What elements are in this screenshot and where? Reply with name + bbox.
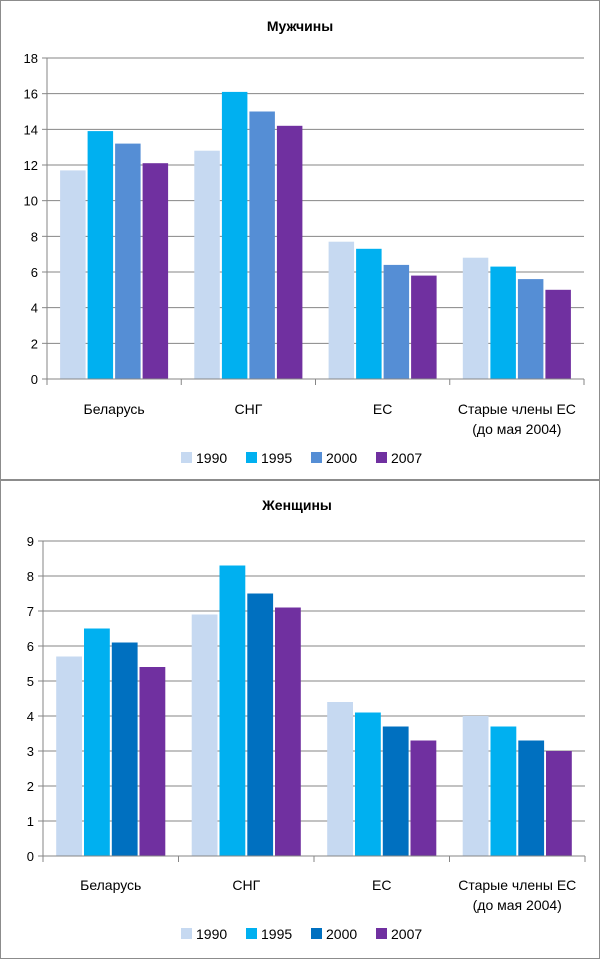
bar-1995 <box>356 248 382 379</box>
bar-1990 <box>328 241 355 379</box>
y-tick-label: 8 <box>27 569 34 584</box>
bar-1995 <box>355 712 381 856</box>
bar-2007 <box>275 607 301 856</box>
y-tick-label: 2 <box>31 336 38 351</box>
legend-swatch-1990 <box>181 452 192 463</box>
bar-1990 <box>191 614 218 856</box>
legend-swatch-2007 <box>376 928 387 939</box>
bar-2000 <box>115 143 141 379</box>
chart-title: Мужчины <box>267 18 333 34</box>
bar-2007 <box>142 163 169 379</box>
legend-swatch-2007 <box>376 452 387 463</box>
y-tick-label: 0 <box>31 372 38 387</box>
y-tick-label: 7 <box>27 604 34 619</box>
chart-women: Женщины 0 1 2 3 4 5 6 7 8 9 Беларусь СНГ ЕС Старые чл… <box>0 480 600 959</box>
x-category-label: Старые члены ЕС <box>458 877 576 893</box>
x-category-label: Беларусь <box>80 877 141 893</box>
bar-1995 <box>490 726 517 856</box>
bar-2000 <box>111 642 138 856</box>
legend-label-2000: 2000 <box>326 926 357 942</box>
legend-swatch-1995 <box>246 928 257 939</box>
y-tick-label: 9 <box>27 534 34 549</box>
y-tick-label: 3 <box>27 744 34 759</box>
chart-women-svg: Женщины 0 1 2 3 4 5 6 7 8 9 Беларусь СНГ ЕС Старые чл… <box>27 497 586 942</box>
bar-1995 <box>221 91 248 380</box>
legend-label-2007: 2007 <box>391 926 422 942</box>
bar-1990 <box>194 150 220 379</box>
y-tick-label: 14 <box>24 122 38 137</box>
bar-2007 <box>276 125 303 379</box>
bar-2000 <box>383 264 410 379</box>
legend-swatch-1995 <box>246 452 257 463</box>
x-category-label: ЕС <box>373 401 392 417</box>
chart-title: Женщины <box>261 497 332 513</box>
x-category-label: Беларусь <box>84 401 145 417</box>
x-category-label: СНГ <box>234 401 262 417</box>
bar-1990 <box>327 702 353 856</box>
legend-swatch-2000 <box>311 928 322 939</box>
chart-men-svg: Мужчины 0 2 4 6 8 10 12 14 16 18 Беларусь СНГ ЕС Стар… <box>24 18 585 466</box>
y-tick-label: 5 <box>27 674 34 689</box>
bar-2007 <box>411 275 437 379</box>
bar-2007 <box>410 740 437 856</box>
legend-label-1995: 1995 <box>261 450 292 466</box>
bar-1995 <box>87 131 114 379</box>
legend-swatch-2000 <box>311 452 322 463</box>
y-tick-label: 0 <box>27 849 34 864</box>
bar-1990 <box>462 716 489 856</box>
bar-2000 <box>247 593 274 856</box>
y-tick-label: 18 <box>24 51 38 66</box>
x-category-label: (до мая 2004) <box>472 421 561 437</box>
x-category-label: Старые члены ЕС <box>458 401 576 417</box>
y-tick-label: 2 <box>27 779 34 794</box>
legend-label-2007: 2007 <box>391 450 422 466</box>
bar-2000 <box>249 111 275 379</box>
y-tick-label: 6 <box>27 639 34 654</box>
y-tick-label: 10 <box>24 194 38 209</box>
y-tick-label: 16 <box>24 87 38 102</box>
bar-2007 <box>545 289 571 379</box>
bar-1990 <box>60 170 86 379</box>
x-category-label: (до мая 2004) <box>473 897 562 913</box>
bar-1990 <box>56 656 82 856</box>
bar-1995 <box>219 565 246 856</box>
y-tick-label: 4 <box>31 301 38 316</box>
legend-label-1990: 1990 <box>196 450 227 466</box>
y-tick-label: 4 <box>27 709 34 724</box>
y-tick-label: 8 <box>31 229 38 244</box>
y-tick-label: 12 <box>24 158 38 173</box>
bar-1990 <box>462 257 489 379</box>
bar-2007 <box>139 667 166 856</box>
y-tick-label: 6 <box>31 265 38 280</box>
legend-swatch-1990 <box>181 928 192 939</box>
x-category-label: ЕС <box>372 877 391 893</box>
bar-1995 <box>84 628 110 856</box>
bar-2007 <box>546 751 572 856</box>
bar-2000 <box>518 740 545 856</box>
chart-men: Мужчины 0 2 4 6 8 10 12 14 16 18 Беларусь СНГ ЕС Стар… <box>0 0 600 480</box>
x-category-label: СНГ <box>232 877 260 893</box>
y-tick-label: 1 <box>27 814 34 829</box>
legend-label-1990: 1990 <box>196 926 227 942</box>
bar-1995 <box>490 266 516 379</box>
legend-label-1995: 1995 <box>261 926 292 942</box>
bar-2000 <box>517 279 544 379</box>
legend-label-2000: 2000 <box>326 450 357 466</box>
bar-2000 <box>382 726 409 856</box>
